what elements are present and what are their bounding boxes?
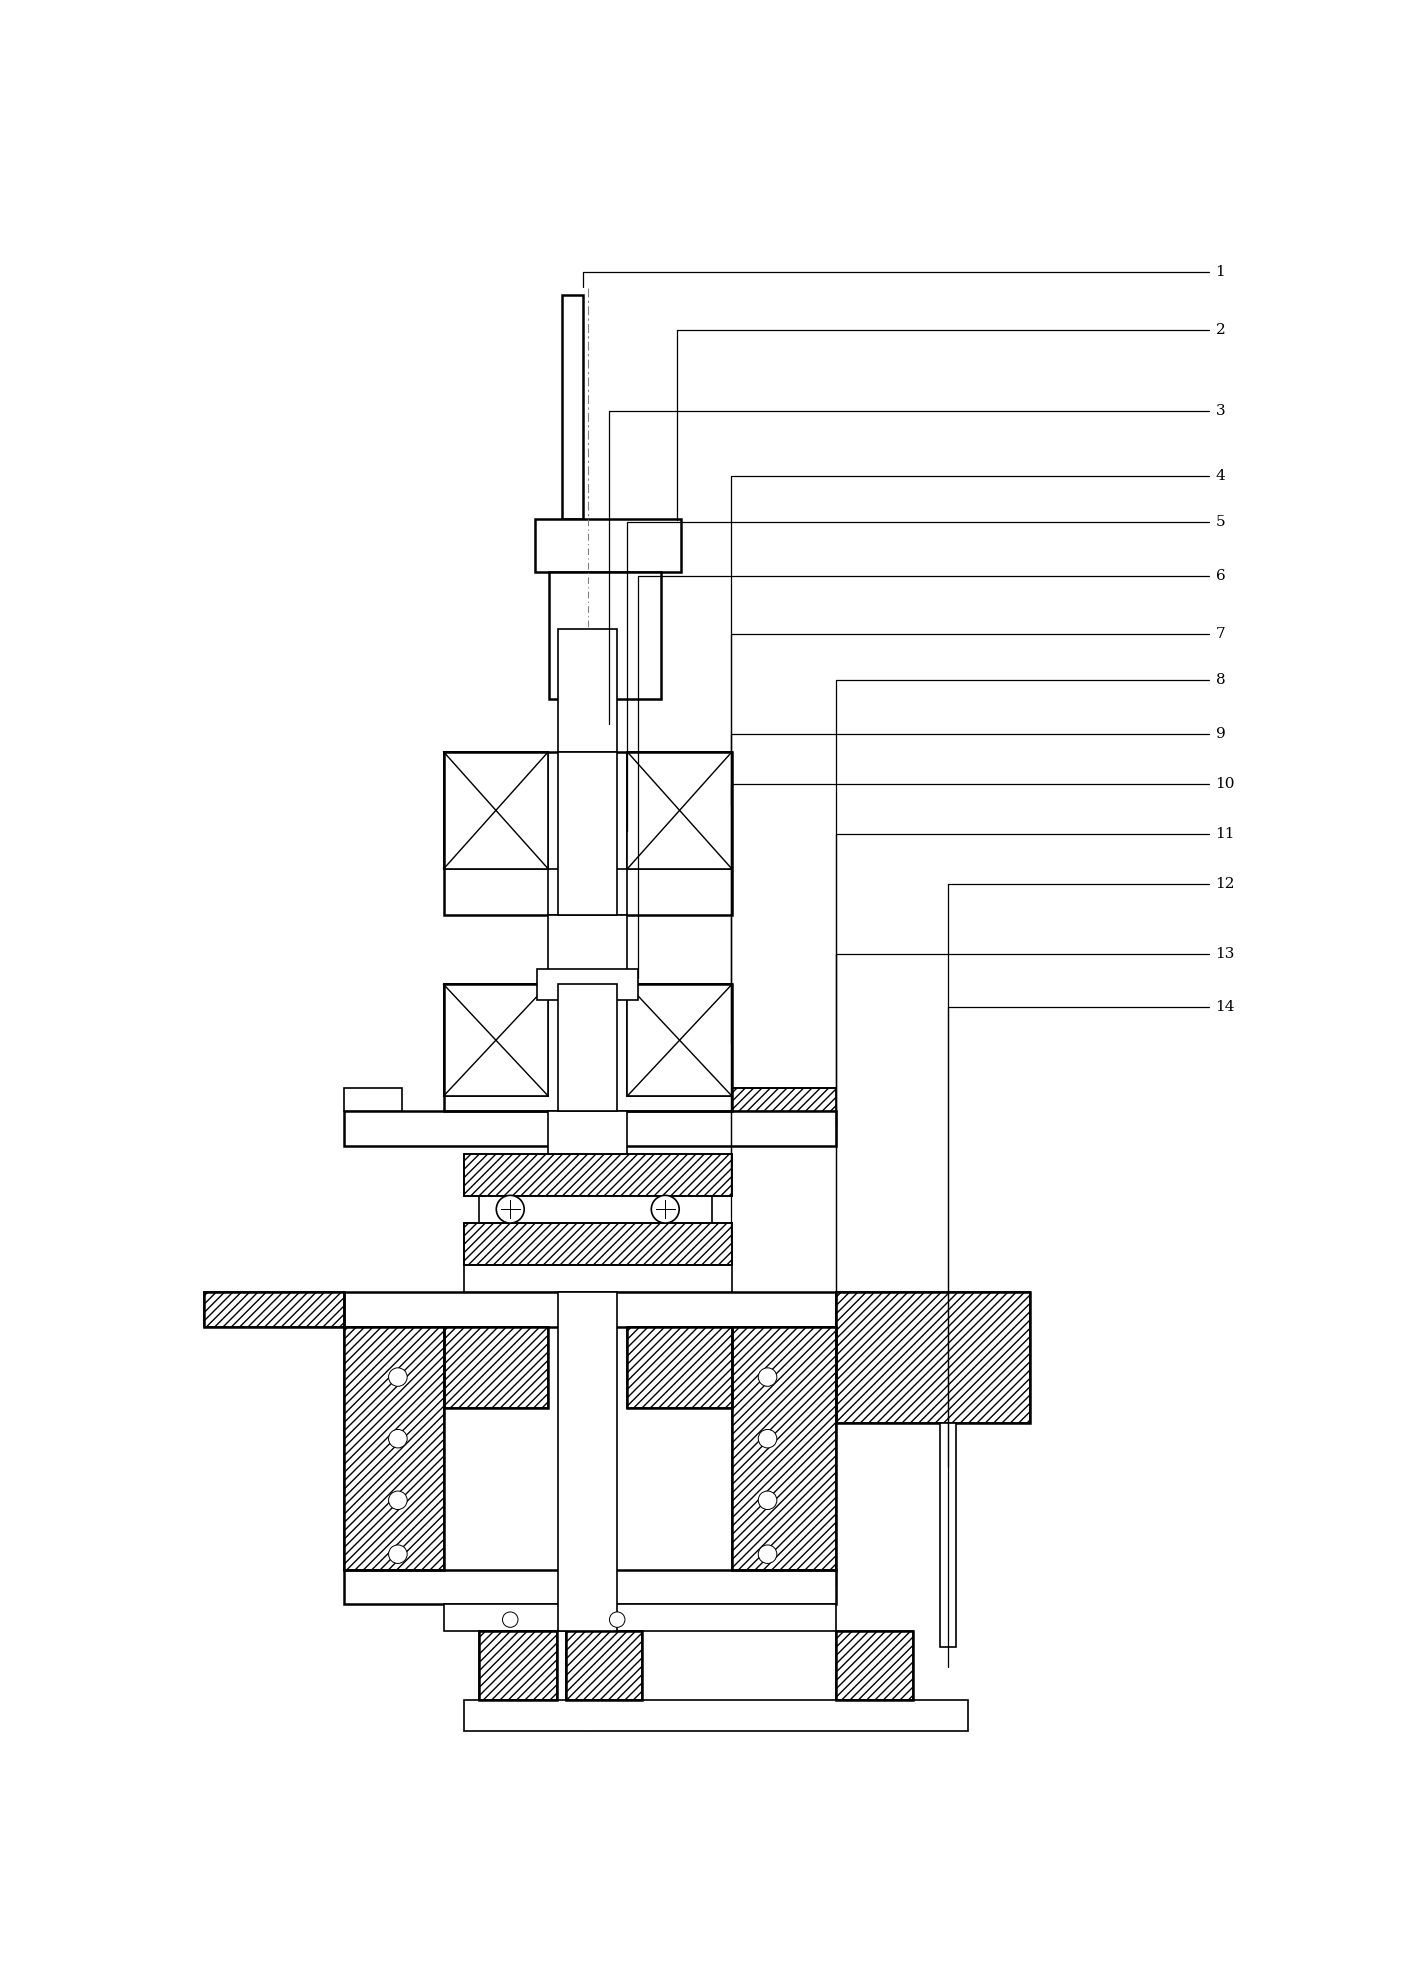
Bar (464, 1154, 732, 1195)
Circle shape (758, 1367, 777, 1387)
Circle shape (388, 1429, 408, 1449)
Bar (464, 1223, 732, 1265)
Bar (732, 1088, 835, 1112)
Bar (464, 1223, 732, 1265)
Circle shape (609, 1613, 624, 1627)
Circle shape (388, 1546, 408, 1563)
Bar (344, 1112, 835, 1146)
Circle shape (651, 1195, 680, 1223)
Text: 14: 14 (1215, 1001, 1235, 1015)
Bar (443, 1605, 835, 1631)
Bar (566, 1631, 641, 1700)
Text: 11: 11 (1215, 827, 1235, 841)
Bar (732, 1328, 835, 1569)
Bar (443, 1328, 548, 1407)
Circle shape (758, 1546, 777, 1563)
Text: 10: 10 (1215, 778, 1235, 792)
Bar (443, 984, 732, 1112)
Bar (204, 1292, 344, 1328)
Bar (464, 1700, 967, 1732)
Bar (732, 1088, 835, 1112)
Bar (443, 1328, 548, 1407)
Bar (940, 1423, 956, 1647)
Bar (569, 699, 606, 730)
Bar (549, 572, 661, 699)
Circle shape (503, 1613, 518, 1627)
Bar (548, 869, 627, 914)
Bar (568, 730, 609, 752)
Text: 12: 12 (1215, 877, 1235, 891)
Bar (548, 914, 627, 991)
Bar (479, 1631, 556, 1700)
Text: 4: 4 (1215, 469, 1225, 483)
Circle shape (758, 1429, 777, 1449)
Bar (558, 629, 617, 752)
Bar (479, 1631, 556, 1700)
Text: 3: 3 (1215, 404, 1225, 418)
Bar (548, 1112, 627, 1154)
Bar (627, 1328, 732, 1407)
Bar (464, 1154, 732, 1195)
Bar (344, 1088, 402, 1112)
Bar (344, 1328, 443, 1569)
Bar (835, 1631, 913, 1700)
Bar (204, 1292, 344, 1328)
Text: 2: 2 (1215, 323, 1225, 336)
Circle shape (388, 1367, 408, 1387)
Bar (558, 984, 617, 1112)
Bar (627, 984, 732, 1096)
Bar (566, 1631, 641, 1700)
Bar (535, 518, 681, 572)
Bar (732, 1328, 835, 1569)
Bar (627, 752, 732, 869)
Bar (443, 984, 548, 1096)
Bar (627, 984, 732, 1096)
Text: 5: 5 (1215, 515, 1225, 528)
Bar (464, 1265, 732, 1292)
Bar (538, 970, 639, 999)
Bar (443, 752, 548, 869)
Bar (443, 752, 548, 869)
Bar (344, 1328, 443, 1569)
Circle shape (496, 1195, 524, 1223)
Bar (835, 1292, 1029, 1423)
Bar (627, 1328, 732, 1407)
Text: 6: 6 (1215, 570, 1225, 584)
Text: 13: 13 (1215, 946, 1235, 960)
Text: 9: 9 (1215, 726, 1225, 740)
Bar (627, 752, 732, 869)
Bar (344, 1569, 835, 1605)
Bar (558, 1292, 617, 1631)
Bar (835, 1631, 913, 1700)
Text: 7: 7 (1215, 627, 1225, 641)
Text: 8: 8 (1215, 673, 1225, 687)
Text: 1: 1 (1215, 265, 1225, 279)
Bar (443, 752, 732, 914)
Bar (344, 1292, 835, 1328)
Bar (558, 752, 617, 914)
Bar (443, 984, 548, 1096)
Bar (835, 1292, 1029, 1423)
Bar (479, 1195, 712, 1223)
Bar (562, 295, 583, 518)
Bar (732, 1088, 835, 1112)
Circle shape (388, 1490, 408, 1510)
Circle shape (758, 1490, 777, 1510)
